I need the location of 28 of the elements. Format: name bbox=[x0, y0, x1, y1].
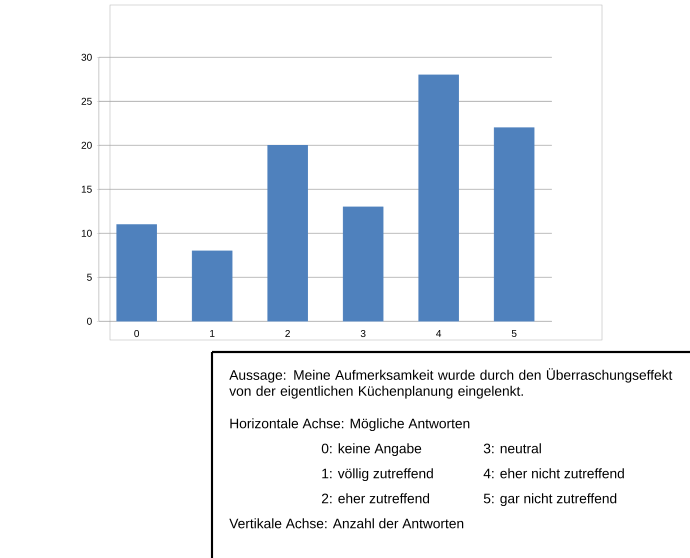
text: 4: eher nicht zutreffend bbox=[484, 468, 624, 478]
text: 1: völlig zutreffend bbox=[322, 468, 433, 482]
text: 5: gar nicht zutreffend bbox=[484, 493, 616, 506]
y-tick-label: 0 bbox=[87, 318, 92, 325]
x-tick-label: 4 bbox=[436, 330, 442, 337]
bar bbox=[494, 127, 534, 322]
x-tick-label: 2 bbox=[285, 330, 290, 337]
text: Vertikale Achse: Anzahl der Antworten bbox=[229, 518, 464, 528]
y-tick-label: 15 bbox=[82, 186, 92, 193]
x-tick-label: 5 bbox=[512, 330, 517, 337]
bar bbox=[192, 250, 232, 322]
text: 0: keine Angabe bbox=[322, 443, 422, 456]
text: Aussage: Meine Aufmerksamkeit wurde durch den Überraschungseffekt von der eigentlichen Küchenplanung eingelenkt. bbox=[229, 368, 672, 399]
text: 2: eher zutreffend bbox=[322, 493, 430, 504]
x-tick-label: 1 bbox=[210, 330, 214, 337]
y-tick-label: 10 bbox=[82, 230, 92, 237]
y-tick-label: 25 bbox=[82, 98, 92, 105]
x-tick-label: 0 bbox=[134, 330, 140, 338]
bar bbox=[267, 145, 308, 322]
y-tick-label: 30 bbox=[81, 54, 92, 61]
bar bbox=[116, 224, 157, 322]
bar bbox=[418, 74, 459, 322]
y-tick-label: 20 bbox=[82, 142, 92, 149]
x-tick-label: 3 bbox=[360, 330, 366, 338]
text: Horizontale Achse: Mögliche Antworten bbox=[230, 418, 470, 432]
y-tick-label: 5 bbox=[87, 274, 92, 281]
bar bbox=[342, 206, 384, 322]
text: 3: neutral bbox=[484, 443, 541, 454]
